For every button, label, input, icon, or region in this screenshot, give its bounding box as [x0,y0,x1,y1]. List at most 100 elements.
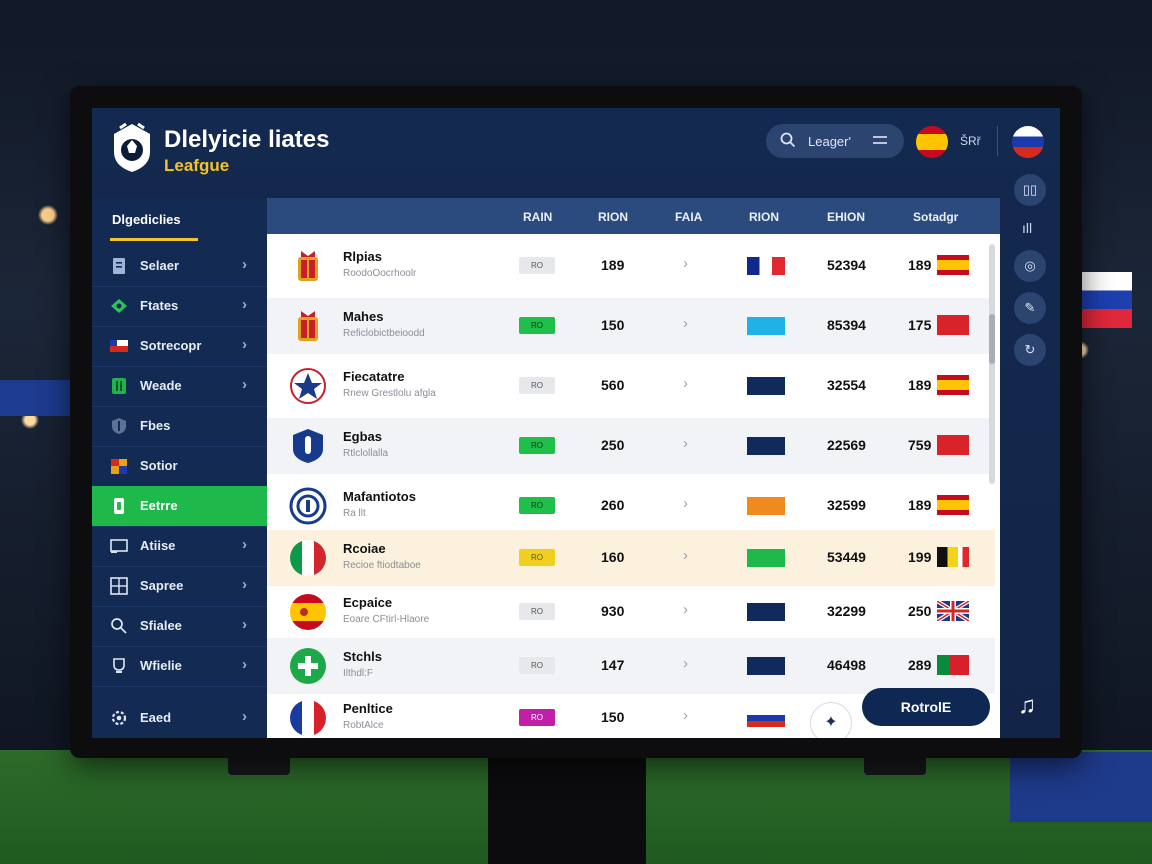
stat-value: 150 [601,709,625,725]
spain-flag-icon[interactable] [916,126,948,158]
team-name: Penltice [343,701,393,716]
scrollbar-track[interactable] [989,244,995,484]
sidebar-item-10[interactable]: Wfielie › [92,646,267,687]
sidebar-item-9[interactable]: Sfialee › [92,606,267,647]
team-name: Ecpaice [343,595,393,610]
red-flag-icon [937,435,969,455]
phone-icon [114,498,124,514]
chevron-right-icon[interactable]: › [683,601,688,618]
table-row[interactable]: Fiecatatre Rnew Grestlolu afgla RO 560 ›… [267,358,995,414]
monitor: Dlelyicie liates Leafgue Leager' ŠRř Dlg… [70,86,1082,758]
table-row[interactable]: Mahes Reficlobictbeioodd RO 150 › 85394 … [267,298,995,354]
chevron-right-icon: › [242,376,247,393]
status-badge: RO [519,437,555,454]
sidebar-item-11[interactable]: Eaed › [92,698,267,738]
search-input[interactable]: Leager' [808,134,851,149]
sidebar-item-6[interactable]: Eetrre › [92,486,267,527]
user-avatar-flag[interactable] [1012,126,1044,158]
sidebar-item-label: Ftates [140,298,179,313]
language-label: ŠRř [960,134,981,148]
sidebar-item-8[interactable]: Sapree › [92,566,267,607]
table-row[interactable]: Mafantiotos Ra llt RO 260 › 32599 189 [267,478,995,534]
chevron-right-icon: › [242,536,247,553]
column-header[interactable]: FAIA [675,210,703,224]
team-subtitle: Recioe ftiodtaboe [343,560,421,571]
stat-value: 189 [908,377,932,393]
filter-icon[interactable] [872,132,888,148]
globe-icon[interactable]: ◎ [1014,250,1046,282]
spain-flag-icon [290,594,326,630]
sidebar-item-5[interactable]: Sotior [92,446,267,487]
table-row[interactable]: Rlpias RoodoOocrhoolr RO 189 › 52394 189 [267,238,995,294]
chevron-right-icon[interactable]: › [683,375,688,392]
chevron-right-icon[interactable]: › [683,315,688,332]
team-subtitle: RoodoOocrhoolr [343,268,417,279]
shield-icon [112,418,126,434]
chevron-right-icon[interactable]: › [683,655,688,672]
stat-value: 560 [601,377,625,393]
stat-value: 53449 [827,549,866,565]
sidebar-item-2[interactable]: Sotrecopr › [92,326,267,367]
stat-value: 46498 [827,657,866,673]
music-icon[interactable]: ♫ [1018,692,1036,719]
chevron-right-icon: › [242,656,247,673]
chevron-right-icon[interactable]: › [683,707,688,724]
table-row[interactable]: Egbas Rtlclollalla RO 250 › 22569 759 [267,418,995,474]
sidebar-item-3[interactable]: Weade › [92,366,267,407]
spain-flag-icon [937,255,969,275]
primary-action-button[interactable]: RotrolE [862,688,990,726]
belgium-flag-icon [937,547,969,567]
chevron-right-icon[interactable]: › [683,495,688,512]
russia-flag-icon [747,709,785,727]
stat-value: 175 [908,317,932,333]
status-badge: RO [519,603,555,620]
chevron-right-icon[interactable]: › [683,435,688,452]
cyan-flag-icon [747,317,785,335]
sidebar-item-0[interactable]: Selaer › [92,246,267,287]
team-name: Egbas [343,429,383,444]
app-title: Dlelyicie liates [164,126,330,153]
sidebar-item-7[interactable]: Atiise › [92,526,267,567]
team-subtitle: Ra llt [343,508,366,519]
team-subtitle: RobtAlce [343,720,384,731]
football-pitch-icon [111,299,127,313]
flag-banner-right [1078,272,1132,328]
table-row[interactable]: Stchls Ilthdl:F RO 147 › 46498 289 [267,638,995,694]
team-name: Stchls [343,649,383,664]
club-crest-icon [290,368,326,404]
team-subtitle: Rnew Grestlolu afgla [343,388,436,399]
chevron-right-icon[interactable]: › [683,255,688,272]
table-row[interactable]: Ecpaice Eoare CFtirl-Hlaore RO 930 › 322… [267,584,995,640]
bar-chart-icon[interactable]: ıll [1022,220,1033,236]
sidebar-item-label: Fbes [140,418,171,433]
chat-icon[interactable]: ✎ [1014,292,1046,324]
chevron-right-icon: › [242,708,247,725]
sidebar-item-1[interactable]: Ftates › [92,286,267,327]
team-name: Rcoiae [343,541,386,556]
search-bar[interactable]: Leager' [766,124,904,158]
book-icon[interactable]: ▯▯ [1014,174,1046,206]
scrollbar-thumb[interactable] [989,314,995,364]
column-header[interactable]: RION [598,210,628,224]
navigate-button[interactable]: ✦ [810,702,852,738]
column-header[interactable]: RAIN [523,210,553,224]
refresh-icon[interactable]: ↻ [1014,334,1046,366]
table-row[interactable]: Rcoiae Recioe ftiodtaboe RO 160 › 53449 … [267,530,995,586]
team-subtitle: Rtlclollalla [343,448,389,459]
column-header[interactable]: Sotadgr [913,210,959,224]
sidebar-item-label: Sfialee [140,618,182,633]
chevron-right-icon[interactable]: › [683,547,688,564]
status-badge: RO [519,549,555,566]
column-header[interactable]: EHION [827,210,866,224]
red-flag-icon [937,315,969,335]
sidebar-item-label: Eetrre [140,498,178,513]
table-row[interactable]: Penltice RobtAlce RO 150 › [267,690,995,738]
trophy-icon [113,658,125,673]
green-flag-icon [747,549,785,567]
stat-value: 85394 [827,317,866,333]
stat-value: 150 [601,317,625,333]
stat-value: 32554 [827,377,866,393]
sidebar-item-4[interactable]: Fbes [92,406,267,447]
column-header[interactable]: RION [749,210,779,224]
team-subtitle: Reficlobictbeioodd [343,328,425,339]
